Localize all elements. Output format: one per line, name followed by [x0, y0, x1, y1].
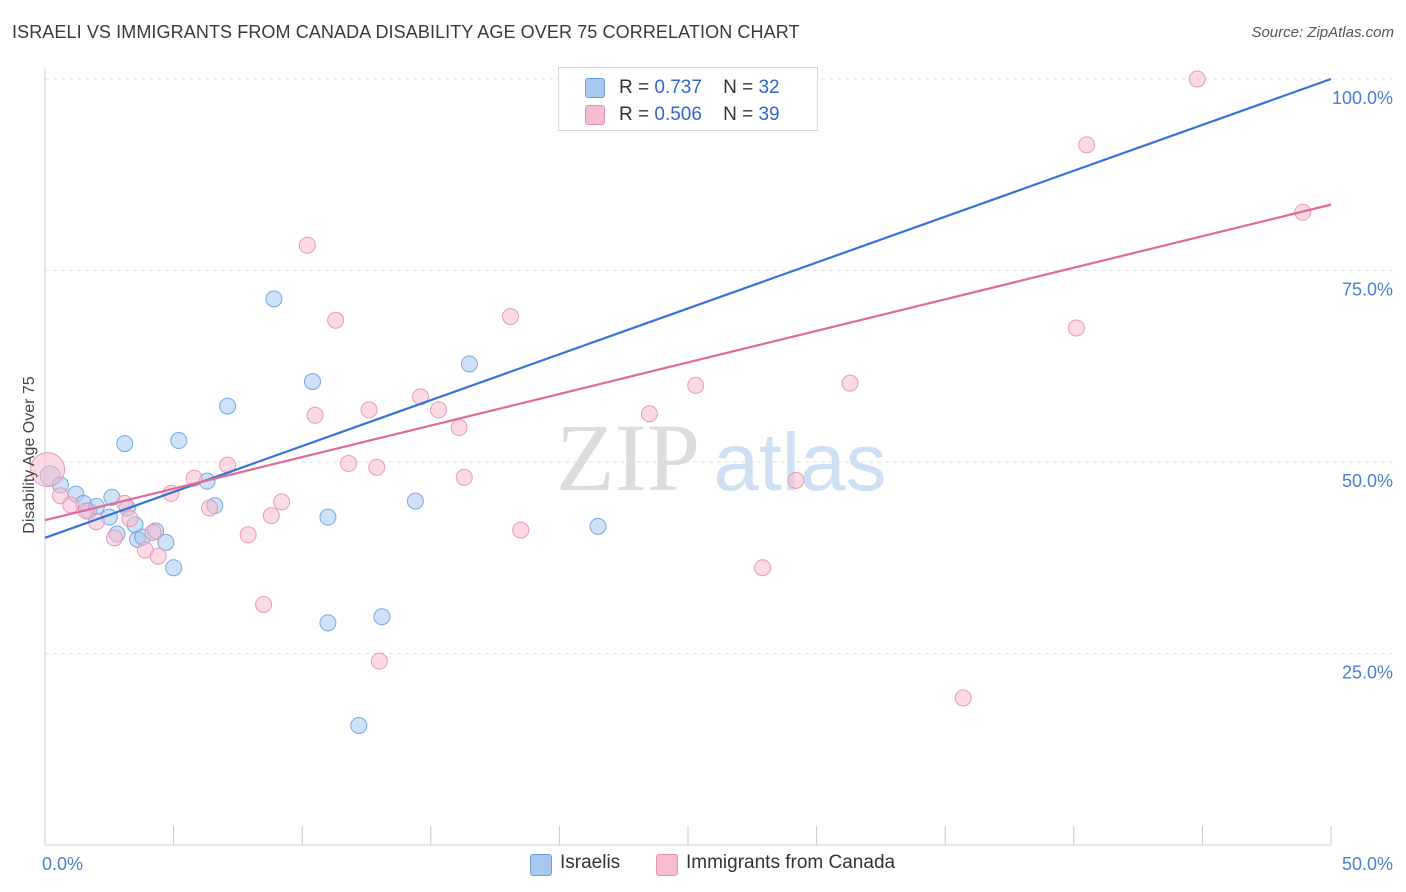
bottom-legend-label-israelis: Israelis [560, 852, 621, 873]
watermark-atlas: atlas [713, 417, 886, 508]
data-point-israelis [460, 355, 478, 373]
data-point-israelis [373, 608, 391, 626]
watermark: ZIP atlas [556, 404, 887, 511]
legend-n-label: N = [723, 104, 754, 125]
legend-r-value-canada: 0.506 [654, 104, 702, 125]
data-point-canada [1067, 319, 1085, 337]
data-point-canada [502, 307, 520, 325]
data-point-canada [149, 547, 167, 565]
data-point-israelis [589, 517, 607, 535]
data-point-israelis [406, 492, 424, 510]
data-point-canada [687, 376, 705, 394]
y-tick-label: 100.0% [1332, 88, 1393, 108]
data-point-canada [339, 455, 357, 473]
data-point-canada [450, 419, 468, 437]
data-point-israelis [170, 432, 188, 450]
data-point-canada [273, 493, 291, 511]
data-point-canada [1078, 136, 1096, 154]
bottom-legend-swatch-israelis [530, 854, 552, 876]
legend-swatch-canada [585, 105, 605, 125]
legend-r-value-israelis: 0.737 [654, 77, 702, 98]
data-point-canada [30, 452, 66, 488]
legend-n-value-canada: 39 [758, 104, 780, 125]
legend-r-label: R = [619, 77, 650, 98]
data-point-israelis [157, 533, 175, 551]
y-tick-label: 75.0% [1342, 280, 1393, 300]
data-point-canada [640, 405, 658, 423]
legend-r-label: R = [619, 104, 650, 125]
data-point-canada [144, 523, 162, 541]
data-point-israelis [319, 508, 337, 526]
trend-layer [44, 77, 1332, 539]
data-point-israelis [350, 717, 368, 735]
data-point-israelis [319, 614, 337, 632]
data-point-canada [754, 559, 772, 577]
correlation-legend: R = 0.737 N = 32 R = 0.506 N = 39 [558, 67, 818, 131]
data-point-canada [298, 236, 316, 254]
y-tick-label: 50.0% [1342, 471, 1393, 491]
source-credit: Source: ZipAtlas.com [1251, 24, 1394, 41]
data-point-canada [370, 652, 388, 670]
legend-n-value-israelis: 32 [758, 77, 780, 98]
points-layer [30, 70, 1312, 735]
y-tick-label: 25.0% [1342, 663, 1393, 683]
y-axis-label: Disability Age Over 75 [21, 376, 38, 534]
data-point-canada [954, 689, 972, 707]
data-point-canada [787, 471, 805, 489]
data-point-canada [255, 595, 273, 613]
data-point-canada [841, 374, 859, 392]
data-point-canada [455, 468, 473, 486]
data-point-canada [121, 510, 139, 528]
trend-line-israelis [44, 77, 1332, 539]
grid-layer [45, 78, 1392, 654]
data-point-canada [1188, 70, 1206, 88]
x-tick-label: 50.0% [1342, 854, 1393, 874]
x-tick-label: 0.0% [42, 854, 83, 874]
data-point-canada [262, 507, 280, 525]
data-point-canada [105, 529, 123, 547]
chart-title: ISRAELI VS IMMIGRANTS FROM CANADA DISABI… [12, 22, 800, 42]
data-point-canada [62, 496, 80, 514]
label-layer: 25.0% 50.0% 75.0% 100.0% 0.0% 50.0% Disability… [21, 88, 1393, 874]
data-point-canada [360, 401, 378, 419]
data-point-canada [430, 401, 448, 419]
data-point-israelis [265, 290, 283, 308]
bottom-legend-swatch-canada [656, 854, 678, 876]
data-point-canada [201, 499, 219, 517]
data-point-canada [239, 526, 257, 544]
data-point-canada [512, 521, 530, 539]
data-point-israelis [303, 373, 321, 391]
data-point-canada [368, 458, 386, 476]
legend-swatch-israelis [585, 78, 605, 98]
trend-line-canada [44, 203, 1332, 522]
data-point-israelis [219, 397, 237, 415]
data-point-canada [327, 311, 345, 329]
watermark-zip: ZIP [556, 404, 700, 511]
data-point-israelis [165, 559, 183, 577]
bottom-legend-label-canada: Immigrants from Canada [686, 852, 896, 873]
data-point-israelis [116, 435, 134, 453]
legend-n-label: N = [723, 77, 754, 98]
data-point-canada [306, 406, 324, 424]
